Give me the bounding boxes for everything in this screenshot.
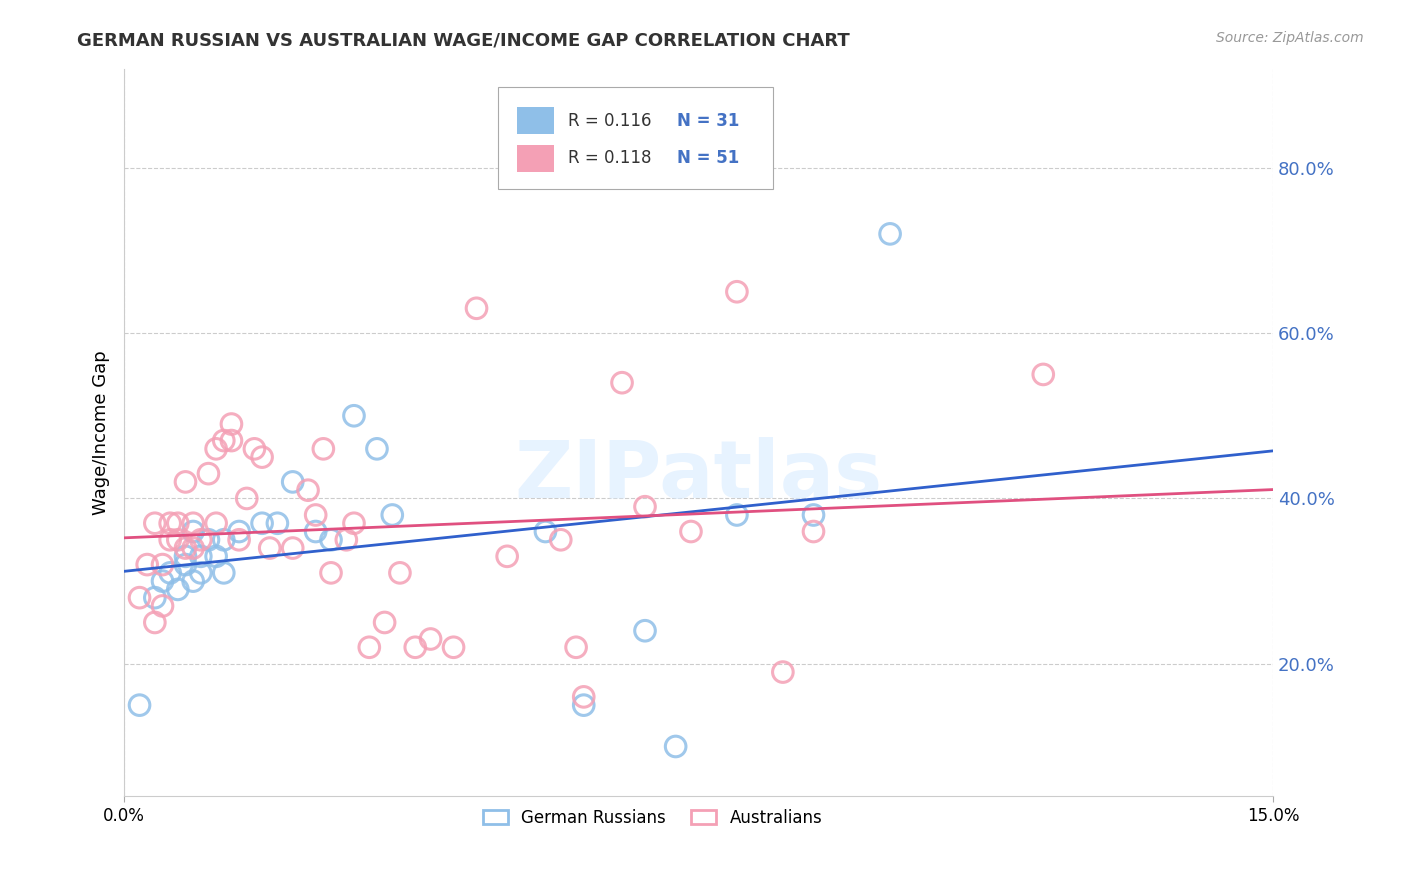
FancyBboxPatch shape: [517, 107, 554, 135]
Point: [725, 285, 748, 299]
Point: [136, 558, 159, 572]
Point: [250, 450, 273, 464]
Point: [381, 508, 404, 522]
Point: [281, 475, 304, 489]
Point: [181, 524, 204, 539]
Point: [205, 549, 228, 564]
Point: [359, 640, 381, 655]
Point: [212, 566, 235, 580]
Point: [205, 516, 228, 531]
Point: [221, 417, 243, 431]
Point: [305, 524, 328, 539]
Point: [181, 574, 204, 588]
Point: [190, 566, 212, 580]
Point: [190, 533, 212, 547]
Point: [335, 533, 357, 547]
Legend: German Russians, Australians: German Russians, Australians: [475, 800, 831, 835]
Point: [174, 541, 197, 555]
Point: [343, 409, 366, 423]
Point: [174, 558, 197, 572]
Point: [236, 491, 259, 506]
Text: GERMAN RUSSIAN VS AUSTRALIAN WAGE/INCOME GAP CORRELATION CHART: GERMAN RUSSIAN VS AUSTRALIAN WAGE/INCOME…: [77, 31, 851, 49]
Point: [281, 541, 304, 555]
Point: [665, 739, 688, 754]
Point: [404, 640, 426, 655]
Point: [228, 533, 250, 547]
Point: [297, 483, 319, 498]
Point: [572, 690, 595, 704]
Point: [197, 533, 219, 547]
Point: [212, 434, 235, 448]
Text: R = 0.118: R = 0.118: [568, 150, 651, 168]
Point: [159, 533, 181, 547]
Point: [221, 434, 243, 448]
Point: [343, 516, 366, 531]
Point: [197, 467, 219, 481]
Point: [305, 508, 328, 522]
Point: [212, 533, 235, 547]
Point: [572, 698, 595, 713]
Point: [174, 475, 197, 489]
Point: [803, 508, 825, 522]
Point: [250, 516, 273, 531]
Point: [152, 599, 174, 613]
FancyBboxPatch shape: [498, 87, 773, 188]
Point: [634, 500, 657, 514]
Point: [266, 516, 288, 531]
Point: [190, 549, 212, 564]
Point: [166, 582, 188, 597]
Point: [550, 533, 572, 547]
Point: [205, 442, 228, 456]
Point: [803, 524, 825, 539]
Point: [166, 516, 188, 531]
FancyBboxPatch shape: [517, 145, 554, 172]
Point: [319, 566, 342, 580]
Point: [496, 549, 519, 564]
Point: [166, 533, 188, 547]
Point: [388, 566, 411, 580]
Point: [143, 615, 166, 630]
Text: R = 0.116: R = 0.116: [568, 112, 651, 129]
Point: [419, 632, 441, 646]
Point: [159, 516, 181, 531]
Point: [181, 541, 204, 555]
Point: [143, 516, 166, 531]
Point: [128, 698, 150, 713]
Point: [312, 442, 335, 456]
Text: Source: ZipAtlas.com: Source: ZipAtlas.com: [1216, 31, 1364, 45]
Point: [565, 640, 588, 655]
Point: [610, 376, 633, 390]
Point: [152, 574, 174, 588]
Point: [259, 541, 281, 555]
Text: N = 51: N = 51: [676, 150, 740, 168]
Point: [181, 516, 204, 531]
Point: [679, 524, 702, 539]
Point: [443, 640, 465, 655]
Point: [128, 591, 150, 605]
Text: ZIPatlas: ZIPatlas: [515, 437, 883, 515]
Point: [319, 533, 342, 547]
Point: [159, 566, 181, 580]
Point: [772, 665, 794, 679]
Point: [174, 549, 197, 564]
Point: [243, 442, 266, 456]
Point: [534, 524, 557, 539]
Y-axis label: Wage/Income Gap: Wage/Income Gap: [93, 350, 110, 515]
Point: [725, 508, 748, 522]
Point: [465, 301, 488, 316]
Point: [1032, 368, 1054, 382]
Text: N = 31: N = 31: [676, 112, 740, 129]
Point: [366, 442, 388, 456]
Point: [374, 615, 396, 630]
Point: [634, 624, 657, 638]
Point: [143, 591, 166, 605]
Point: [879, 227, 901, 241]
Point: [152, 558, 174, 572]
Point: [228, 524, 250, 539]
